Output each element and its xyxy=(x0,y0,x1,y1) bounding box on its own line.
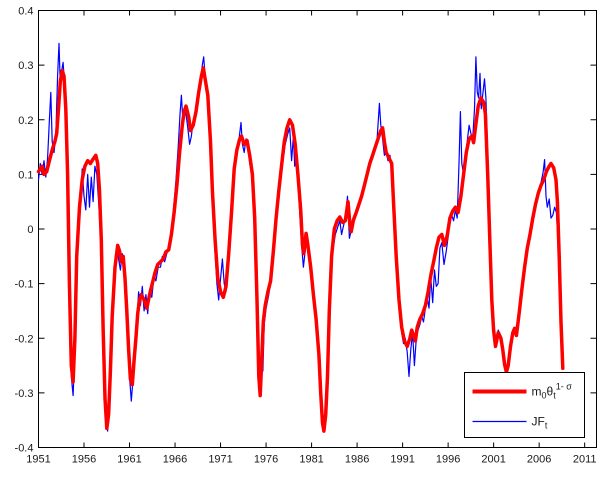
x-tick-label: 1956 xyxy=(72,454,96,466)
x-tick-label: 1996 xyxy=(436,454,460,466)
y-tick-label: -0.1 xyxy=(15,279,34,291)
y-tick-label: -0.3 xyxy=(15,388,34,400)
x-tick-label: 1976 xyxy=(254,454,278,466)
x-tick-label: 1986 xyxy=(345,454,369,466)
y-tick-label: -0.4 xyxy=(15,443,34,455)
x-tick-label: 1981 xyxy=(299,454,323,466)
x-tick-label: 1966 xyxy=(163,454,187,466)
x-tick-label: 2011 xyxy=(573,454,597,466)
legend-label-m0-theta-series: m0θt1- σ xyxy=(532,382,573,401)
m0-theta-series-line xyxy=(36,66,565,433)
x-tick-label: 2006 xyxy=(527,454,551,466)
y-tick-label: 0.1 xyxy=(18,169,33,181)
x-tick-label: 1951 xyxy=(26,454,50,466)
y-tick-label: 0.3 xyxy=(18,60,33,72)
y-tick-label: 0 xyxy=(27,224,33,236)
y-tick-label: 0.4 xyxy=(18,6,33,18)
legend-box[interactable] xyxy=(464,372,585,438)
x-tick-label: 1961 xyxy=(117,454,141,466)
x-tick-label: 2001 xyxy=(481,454,505,466)
x-tick-label: 1991 xyxy=(390,454,414,466)
y-tick-label: -0.2 xyxy=(15,333,34,345)
y-tick-label: 0.2 xyxy=(18,115,33,127)
legend-label-jf-series: JFt xyxy=(532,415,548,431)
x-tick-label: 1971 xyxy=(208,454,232,466)
